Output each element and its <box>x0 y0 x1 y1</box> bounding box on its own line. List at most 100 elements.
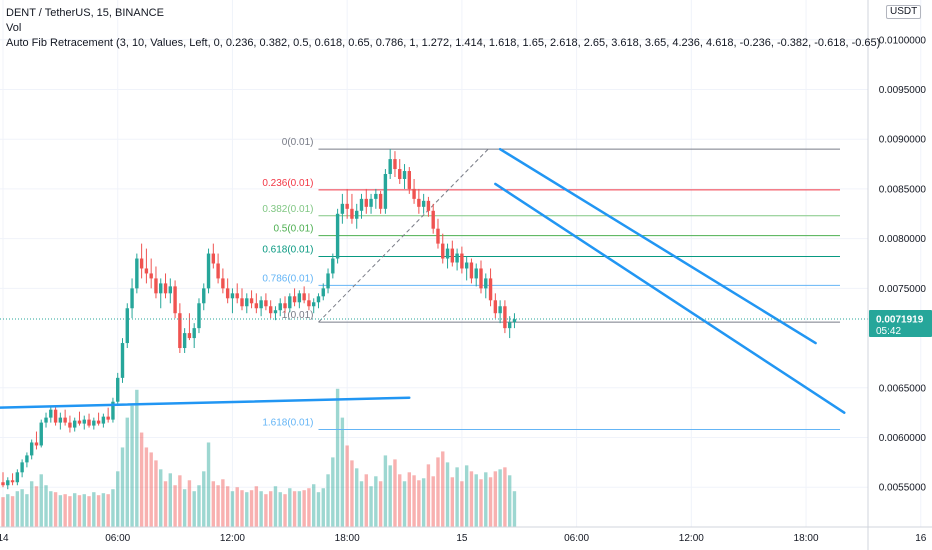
candle-body <box>345 203 349 209</box>
volume-bar <box>154 460 158 527</box>
volume-bar <box>268 491 273 527</box>
candle-body <box>441 243 445 259</box>
candle-body <box>455 253 459 263</box>
bar-countdown-label: 05:42 <box>876 326 901 337</box>
volume-bar <box>92 492 96 527</box>
volume-bar <box>6 494 10 527</box>
candle-body <box>182 333 187 349</box>
volume-bar <box>302 490 306 527</box>
volume-bar <box>316 492 321 527</box>
volume-bar <box>130 405 134 527</box>
candle-body <box>493 300 498 314</box>
volume-bar <box>417 480 421 527</box>
volume-bar <box>412 475 416 527</box>
volume-bar <box>173 485 177 527</box>
fib-indicator-label[interactable]: Auto Fib Retracement (3, 10, Values, Lef… <box>6 37 881 49</box>
candle-body <box>369 198 373 207</box>
candle-body <box>192 328 196 339</box>
channel-upper-line[interactable] <box>498 147 817 345</box>
candle-body <box>149 273 153 279</box>
volume-bar <box>221 479 225 527</box>
volume-bar <box>273 486 278 527</box>
volume-bar <box>77 495 82 527</box>
current-price-marker[interactable] <box>869 309 932 337</box>
volume-bar <box>455 467 459 527</box>
volume-bar <box>402 481 407 527</box>
fib-level-label: 0.786(0.01) <box>262 273 313 284</box>
currency-badge[interactable]: USDT <box>886 5 922 19</box>
volume-bar <box>345 445 349 527</box>
candle-body <box>1 482 5 486</box>
volume-bar <box>120 447 125 527</box>
candle-body <box>106 416 110 420</box>
candle-body <box>206 253 211 289</box>
candle-body <box>53 409 58 423</box>
volume-bar <box>398 474 402 527</box>
volume-bar <box>283 494 287 527</box>
channel-lower-line[interactable] <box>494 182 846 414</box>
candle-body <box>259 300 263 309</box>
price-axis-tick-label: 0.0085000 <box>879 184 927 195</box>
volume-bar <box>10 496 15 527</box>
volume-bar <box>139 432 144 527</box>
volume-bar <box>264 494 268 527</box>
candle-body <box>355 210 359 219</box>
candle-body <box>111 401 115 420</box>
volume-bar <box>340 417 345 527</box>
candle-body <box>292 296 297 303</box>
volume-bar <box>321 488 325 527</box>
support-trend-line[interactable] <box>0 396 411 409</box>
volume-bar <box>216 485 220 527</box>
volume-bar <box>34 486 39 527</box>
price-axis-tick-label: 0.0095000 <box>879 85 927 96</box>
candle-body <box>402 171 407 179</box>
volume-bar <box>20 489 24 527</box>
volume-bar <box>388 465 392 527</box>
volume-bar <box>182 489 187 527</box>
fib-trend-line[interactable] <box>318 148 489 323</box>
candle-body <box>10 480 15 483</box>
candle-body <box>326 273 330 289</box>
candle-body <box>503 306 507 329</box>
candle-body <box>20 462 24 473</box>
volume-bar <box>383 455 388 527</box>
candle-body <box>431 210 435 229</box>
time-axis-tick-label: 06:00 <box>564 533 589 544</box>
volume-bar <box>82 494 86 527</box>
volume-bar <box>68 496 72 527</box>
volume-bar <box>259 491 263 527</box>
volume-indicator-label[interactable]: Vol <box>6 22 22 34</box>
time-axis-tick-label: 18:00 <box>794 533 819 544</box>
volume-bar <box>350 460 354 527</box>
symbol-title[interactable]: DENT / TetherUS, 15, BINANCE <box>6 7 164 19</box>
volume-bar <box>73 493 77 527</box>
candle-body <box>178 313 182 349</box>
volume-bar <box>211 481 216 527</box>
candle-body <box>359 198 364 211</box>
volume-bar <box>484 472 488 527</box>
candle-body <box>154 278 158 294</box>
fib-level-label: 1(0.01) <box>282 310 314 321</box>
volume-bar <box>116 471 120 527</box>
volume-bar <box>436 457 440 527</box>
candle-body <box>96 420 101 424</box>
candle-body <box>159 283 163 294</box>
price-axis-tick-label: 0.0075000 <box>879 284 927 295</box>
candle-body <box>125 308 129 344</box>
volume-bar <box>230 491 235 527</box>
candle-body <box>350 208 354 219</box>
candle-body <box>77 420 82 424</box>
volume-bar <box>111 489 115 527</box>
volume-bar <box>254 486 259 527</box>
volume-bar <box>15 491 20 527</box>
volume-bar <box>503 467 507 527</box>
candle-body <box>68 422 72 428</box>
volume-bar <box>149 452 153 527</box>
candle-body <box>393 159 397 170</box>
volume-bar <box>441 451 445 527</box>
volume-bar <box>25 494 29 527</box>
volume-bar <box>249 490 254 527</box>
volume-bar <box>307 488 311 527</box>
